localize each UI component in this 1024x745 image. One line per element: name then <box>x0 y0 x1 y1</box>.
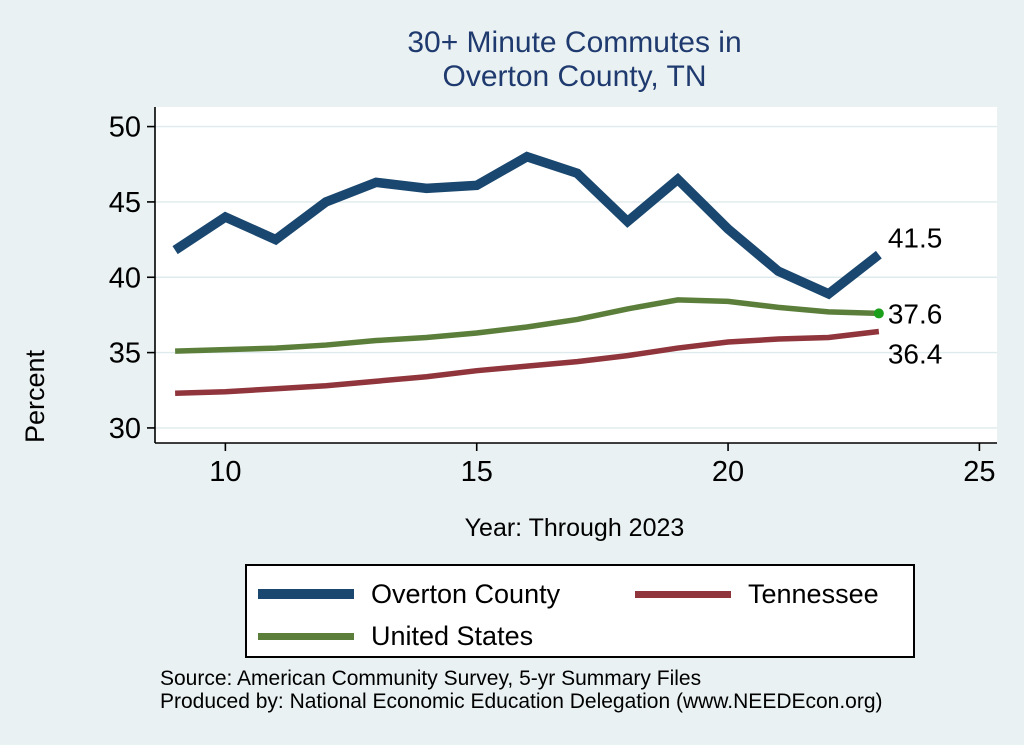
legend-item-tennessee: Tennessee <box>635 578 879 609</box>
produced-by-note: Produced by: National Economic Education… <box>160 689 883 713</box>
legend-item-united-states: United States <box>258 620 534 651</box>
series-line-overton-county <box>172 151 882 300</box>
chart-title: 30+ Minute Commutes in Overton County, T… <box>152 26 997 94</box>
y-axis-title: Percent <box>20 349 50 443</box>
legend: Overton County Tennessee United States <box>245 564 915 658</box>
legend-label-tennessee: Tennessee <box>748 578 879 609</box>
series-line-tennessee <box>175 328 880 397</box>
y-tick-label-45: 45 <box>109 187 141 219</box>
x-tick-label-20: 20 <box>712 456 744 488</box>
end-value-label-overton-county: 41.5 <box>888 223 943 254</box>
legend-item-overton-county: Overton County <box>258 578 561 609</box>
united-states-line-swatch <box>258 632 354 640</box>
y-tick-label-50: 50 <box>109 112 141 144</box>
chart-title-line2: Overton County, TN <box>442 60 707 93</box>
legend-label-overton-county: Overton County <box>371 578 561 609</box>
source-note: Source: American Community Survey, 5-yr … <box>160 667 702 690</box>
y-tick-label-35: 35 <box>109 338 141 370</box>
end-marker-united-states <box>873 308 884 319</box>
footnotes: Source: American Community Survey, 5-yr … <box>160 667 883 713</box>
x-axis-title: Year: Through 2023 <box>464 514 685 542</box>
x-tick-label-25: 25 <box>963 456 995 488</box>
overton-county-line-swatch <box>258 589 354 599</box>
x-tick-label-10: 10 <box>209 456 241 488</box>
plot-area <box>155 107 997 443</box>
end-value-label-tennessee: 36.4 <box>888 339 943 370</box>
series-line-united-states <box>175 297 879 354</box>
legend-label-united-states: United States <box>371 620 534 651</box>
end-value-label-united-states: 37.6 <box>888 298 943 329</box>
y-tick-label-30: 30 <box>109 413 141 445</box>
tennessee-line-swatch <box>635 590 731 598</box>
y-tick-label-40: 40 <box>109 262 141 294</box>
x-tick-label-15: 15 <box>461 456 493 488</box>
chart-title-line1: 30+ Minute Commutes in <box>407 26 742 59</box>
